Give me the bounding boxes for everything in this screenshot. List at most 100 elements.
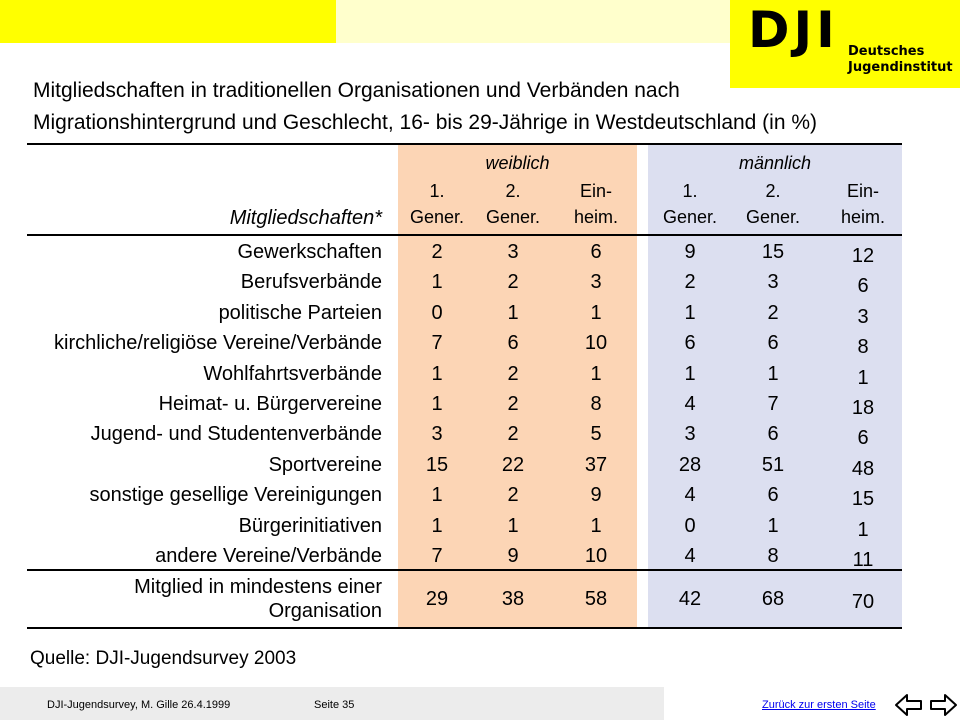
slide-title-line-2: Migrationshintergrund und Geschlecht, 16… [33, 111, 818, 134]
table-cell: 1 [507, 514, 519, 537]
table-cell: 15 [425, 453, 449, 476]
table-cell: 15 [851, 488, 875, 511]
table-cell: 1 [590, 301, 602, 324]
column-subheader-2-line-2: Gener. [485, 207, 541, 227]
total-label-line-1: Mitglied in mindestens einer [134, 576, 382, 598]
column-subheader-5-line-1: 2. [765, 181, 781, 201]
table-cell: 1 [767, 514, 779, 537]
table-cell: 7 [767, 393, 779, 415]
row-label: sonstige gesellige Vereinigungen [89, 484, 382, 507]
table-cell: 6 [590, 241, 602, 263]
table-cell: 1 [684, 301, 696, 324]
total-cell: 42 [678, 588, 702, 610]
total-cell: 68 [761, 588, 785, 610]
dji-logo-text: Deutsches Jugendinstitut [848, 44, 953, 76]
table-cell: 0 [684, 514, 696, 537]
weiblich-column-background [398, 145, 637, 627]
table-cell: 9 [507, 545, 519, 567]
row-label: Wohlfahrtsverbände [203, 362, 382, 385]
table-cell: 3 [857, 305, 869, 328]
table-cell: 4 [684, 393, 696, 415]
table-cell: 2 [767, 301, 779, 324]
row-label: Heimat- u. Bürgervereine [158, 393, 382, 415]
table-cell: 2 [507, 393, 519, 415]
table-cell: 3 [507, 241, 519, 263]
table-cell: 28 [678, 453, 702, 476]
table-cell: 1 [431, 362, 443, 385]
table-cell: 8 [767, 545, 779, 567]
table-cell: 8 [590, 393, 602, 415]
table-cell: 0 [431, 301, 443, 324]
table-cell: 10 [584, 332, 608, 355]
table-cell: 37 [584, 453, 608, 476]
header-decoration-bar-light [336, 0, 730, 43]
table-cell: 9 [590, 484, 602, 507]
column-subheader-4-line-1: 1. [682, 181, 698, 201]
row-label: Jugend- und Studentenverbände [90, 423, 382, 446]
arrow-left-icon[interactable] [894, 692, 924, 718]
column-subheader-1-line-2: Gener. [409, 207, 465, 227]
table-cell: 6 [857, 275, 869, 298]
table-cell: 7 [431, 545, 443, 567]
row-label: Bürgerinitiativen [238, 514, 382, 537]
total-cell: 58 [584, 588, 608, 610]
table-cell: 1 [857, 518, 869, 541]
table-cell: 6 [767, 332, 779, 355]
table-cell: 9 [684, 241, 696, 263]
table-cell: 6 [507, 332, 519, 355]
table-cell: 3 [767, 271, 779, 294]
table-cell: 6 [767, 423, 779, 446]
table-cell: 2 [431, 241, 443, 263]
table-cell: 2 [507, 362, 519, 385]
row-header-label: Mitgliedschaften* [229, 207, 382, 229]
table-cell: 1 [507, 301, 519, 324]
table-cell: 3 [590, 271, 602, 294]
header-decoration-bar [0, 0, 336, 43]
column-subheader-3-line-1: Ein- [579, 181, 612, 201]
dji-logo [730, 0, 960, 88]
table-cell: 8 [857, 336, 869, 359]
logo-line-1: Deutsches [848, 44, 925, 59]
table-cell: 18 [851, 397, 875, 419]
column-subheader-3-line-2: heim. [573, 207, 618, 227]
maennlich-column-background [648, 145, 902, 627]
logo-line-2: Jugendinstitut [848, 60, 953, 75]
group-header-maennlich: männlich [738, 153, 812, 173]
column-subheader-4-line-2: Gener. [662, 207, 718, 227]
table-cell: 10 [584, 545, 608, 567]
column-subheader-5-line-2: Gener. [745, 207, 801, 227]
table-cell: 3 [684, 423, 696, 446]
table-cell: 3 [431, 423, 443, 446]
column-subheader-1-line-1: 1. [429, 181, 445, 201]
back-to-first-page-link[interactable]: Zurück zur ersten Seite [762, 699, 876, 711]
table-cell: 51 [761, 453, 785, 476]
table-cell: 48 [851, 457, 875, 480]
table-cell: 6 [684, 332, 696, 355]
table-cell: 2 [507, 271, 519, 294]
table-cell: 11 [852, 549, 874, 571]
table-cell: 2 [507, 423, 519, 446]
table-cell: 6 [767, 484, 779, 507]
table-cell: 2 [684, 271, 696, 294]
row-label: Sportvereine [268, 453, 382, 476]
table-cell: 1 [767, 362, 779, 385]
footer-bar [0, 687, 664, 720]
row-label: Berufsverbände [240, 271, 382, 294]
total-top-rule [27, 569, 902, 571]
column-subheader-6-line-1: Ein- [846, 181, 879, 201]
arrow-right-icon[interactable] [928, 692, 958, 718]
table-cell: 12 [851, 245, 875, 267]
row-label: andere Vereine/Verbände [155, 545, 382, 567]
source-note: Quelle: DJI-Jugendsurvey 2003 [30, 648, 297, 669]
footer-page-number: Seite 35 [314, 699, 355, 711]
dji-logo-mark: DJI [748, 1, 839, 59]
table-cell: 7 [431, 332, 443, 355]
row-label: kirchliche/religiöse Vereine/Verbände [54, 332, 382, 355]
table-cell: 1 [431, 484, 443, 507]
table-cell: 1 [590, 362, 602, 385]
total-cell: 29 [425, 588, 449, 610]
table-cell: 1 [431, 271, 443, 294]
table-top-rule [27, 143, 902, 145]
table-cell: 15 [761, 241, 785, 263]
column-subheader-2-line-1: 2. [505, 181, 521, 201]
